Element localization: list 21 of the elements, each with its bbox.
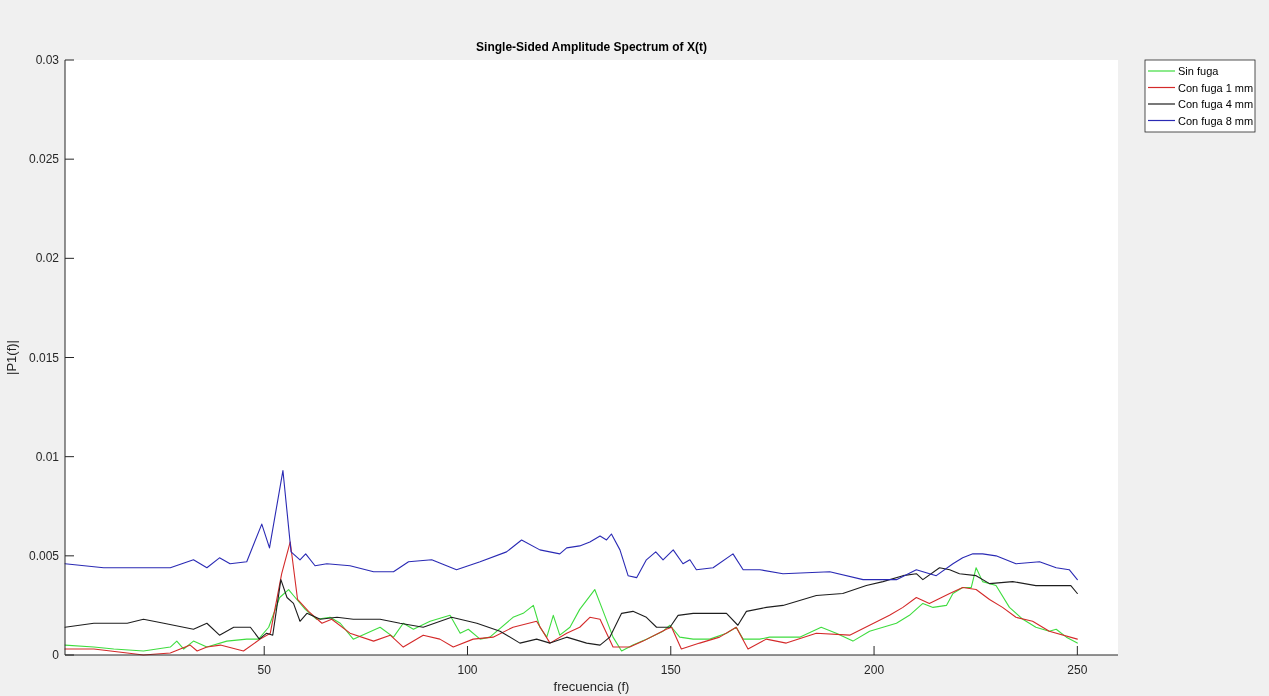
legend-label: Con fuga 8 mm [1178,114,1254,127]
x-tick-label: 250 [1067,663,1088,677]
y-axis-title: |P1(f)| [4,340,19,375]
y-tick-label: 0.025 [28,152,60,167]
line-series [64,541,1078,656]
y-tick-label: 0.01 [35,449,60,464]
legend-label: Sin fuga [1178,65,1220,77]
x-tick-label: 100 [457,663,478,677]
x-axis-title: frecuencia (f) [553,679,630,694]
y-tick-label: 0.03 [35,53,60,67]
y-tick-label: 0.015 [28,350,60,365]
y-tick-label: 0 [52,648,60,662]
x-tick-label: 150 [660,663,682,677]
y-tick-label: 0.02 [35,251,60,266]
y-tick-label: 0.005 [28,548,60,563]
line-series [64,470,1078,581]
legend-label: Con fuga 4 mm [1178,98,1254,110]
x-tick-label: 50 [257,663,272,677]
chart-title: Single-Sided Amplitude Spectrum of X(t) [476,40,707,54]
legend-label: Con fuga 1 mm [1178,81,1254,94]
x-tick-label: 200 [864,663,885,677]
